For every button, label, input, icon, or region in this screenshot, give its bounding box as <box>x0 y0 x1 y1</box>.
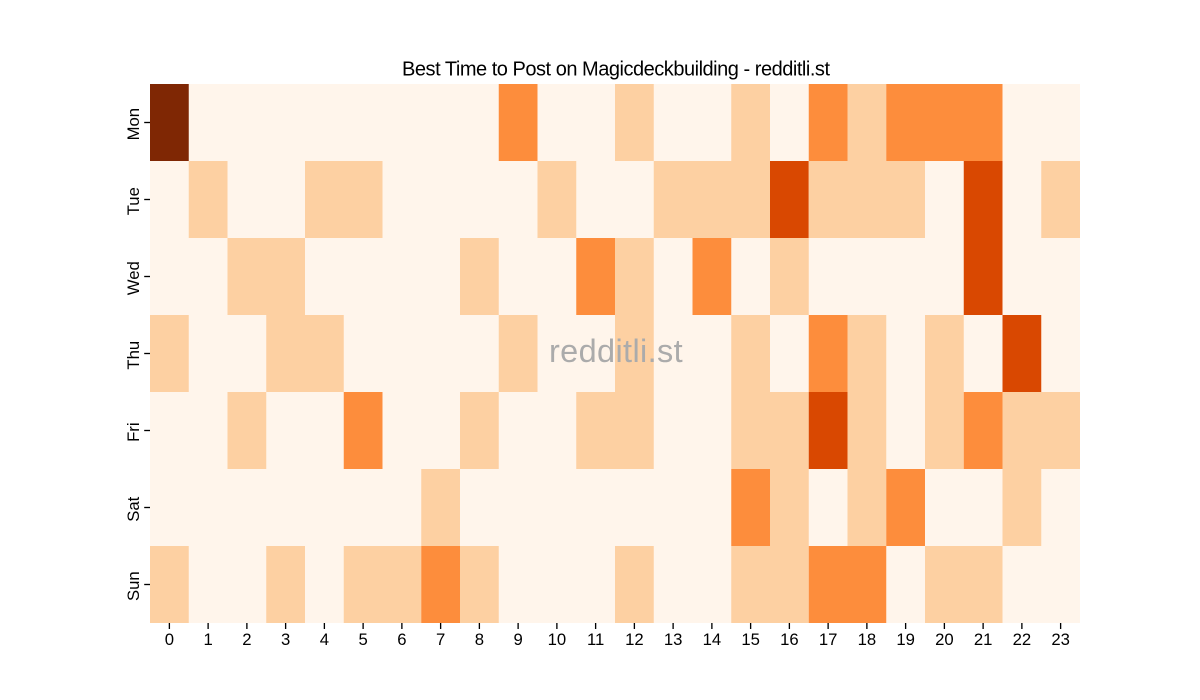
svg-text:22: 22 <box>1013 630 1032 649</box>
svg-text:Sat: Sat <box>124 496 143 521</box>
svg-text:7: 7 <box>436 630 445 649</box>
svg-text:redditli.st: redditli.st <box>549 333 683 369</box>
svg-text:23: 23 <box>1051 630 1070 649</box>
svg-text:1: 1 <box>203 630 212 649</box>
svg-text:19: 19 <box>896 630 915 649</box>
svg-text:2: 2 <box>242 630 251 649</box>
svg-text:15: 15 <box>741 630 760 649</box>
svg-text:12: 12 <box>625 630 644 649</box>
svg-text:8: 8 <box>475 630 484 649</box>
svg-text:Best Time to Post on Magicdeck: Best Time to Post on Magicdeckbuilding -… <box>402 59 830 81</box>
svg-text:Fri: Fri <box>124 422 143 441</box>
svg-text:13: 13 <box>664 630 683 649</box>
svg-text:16: 16 <box>780 630 799 649</box>
svg-text:Sun: Sun <box>124 571 143 601</box>
svg-text:18: 18 <box>858 630 877 649</box>
svg-text:0: 0 <box>165 630 174 649</box>
svg-text:5: 5 <box>358 630 367 649</box>
svg-text:Thu: Thu <box>124 341 143 370</box>
svg-text:Wed: Wed <box>124 261 143 295</box>
svg-text:20: 20 <box>935 630 954 649</box>
svg-text:17: 17 <box>819 630 838 649</box>
svg-text:Tue: Tue <box>124 187 143 215</box>
svg-text:3: 3 <box>281 630 290 649</box>
svg-text:11: 11 <box>587 630 604 649</box>
svg-text:9: 9 <box>513 630 522 649</box>
svg-text:10: 10 <box>548 630 567 649</box>
svg-text:Mon: Mon <box>124 108 143 140</box>
svg-text:4: 4 <box>320 630 329 649</box>
svg-text:14: 14 <box>703 630 722 649</box>
svg-text:6: 6 <box>397 630 406 649</box>
svg-text:21: 21 <box>974 630 993 649</box>
